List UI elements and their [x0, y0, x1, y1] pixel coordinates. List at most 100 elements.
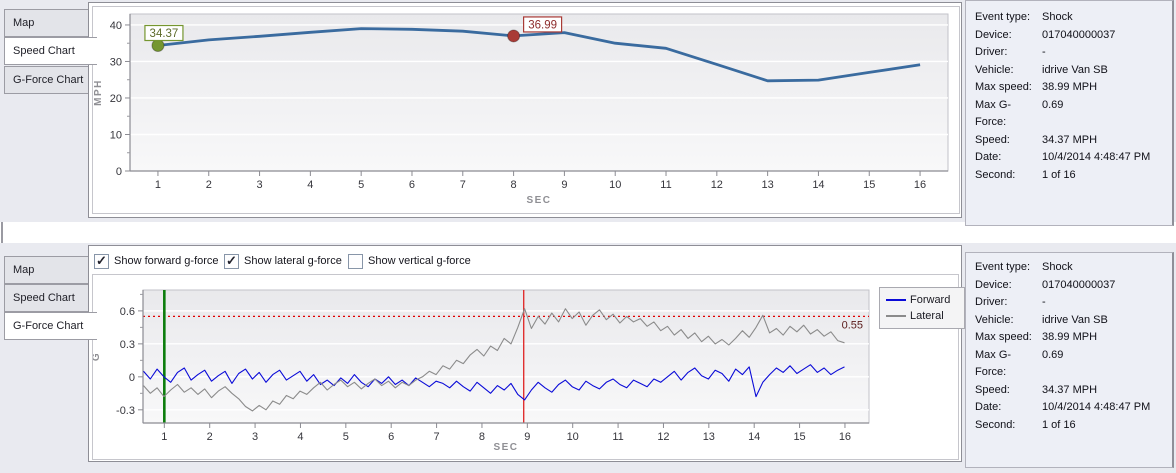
info-row-event-type: Event type: Shock [966, 259, 1172, 277]
y-axis-title: MPH [93, 79, 104, 106]
tab-gforce-chart-top[interactable]: G-Force Chart [4, 66, 90, 94]
legend-entry-forward: Forward [886, 292, 958, 308]
gforce-chart-svg[interactable]: 0.55-0.300.30.61 2 3 4 5 6 7 8 9 10 11 12 13 14 15 16SE… [91, 275, 956, 457]
svg-text:16: 16 [839, 431, 851, 443]
info-label: Date: [975, 151, 1002, 163]
info-label: Event type: [975, 11, 1031, 23]
svg-text:1: 1 [161, 431, 167, 443]
info-row-driver: Driver: - [966, 44, 1172, 62]
info-value: idrive Van SB [1042, 63, 1108, 76]
info-label: Device: [975, 28, 1012, 41]
speed-series-line [157, 27, 921, 83]
info-value: 10/4/2014 4:48:47 PM [1042, 401, 1151, 413]
svg-text:10: 10 [567, 431, 579, 443]
info-row-second: Second: 1 of 16 [966, 417, 1172, 435]
selected-second-marker[interactable] [151, 39, 165, 53]
info-label: Max speed: [975, 331, 1032, 343]
tab-map-top[interactable]: Map [4, 9, 90, 37]
lateral-line-swatch [886, 315, 906, 317]
info-value: 38.99 MPH [1042, 331, 1098, 343]
legend-entry-lateral: Lateral [886, 308, 958, 324]
selected-second-marker-label: 34.37 [150, 28, 179, 40]
svg-text:11: 11 [612, 431, 623, 443]
tab-speed-chart-top[interactable]: Speed Chart [4, 37, 97, 65]
svg-text:14: 14 [812, 179, 824, 191]
info-row-max-speed: Max speed: 38.99 MPH [966, 79, 1172, 97]
svg-text:0.6: 0.6 [120, 306, 135, 318]
info-label: Max G-Force: [975, 348, 1012, 379]
svg-text:9: 9 [524, 431, 530, 443]
event-info-panel-top: Event type: Shock Device: 017040000037 Dri… [965, 0, 1174, 226]
svg-text:40: 40 [110, 20, 122, 32]
checkbox-label-forward[interactable]: Show forward g-force [114, 255, 219, 267]
info-row-vehicle: Vehicle: idrive Van SB [966, 62, 1172, 80]
info-label: Speed: [975, 383, 1010, 396]
info-row-speed: Speed: 34.37 MPH [966, 132, 1172, 150]
svg-text:5: 5 [358, 179, 364, 191]
info-row-device: Device: 017040000037 [966, 27, 1172, 45]
info-value: - [1042, 46, 1046, 58]
x-axis-title: SEC [526, 195, 551, 206]
svg-text:8: 8 [479, 431, 485, 443]
svg-text:20: 20 [110, 93, 122, 105]
tab-speed-chart-bottom[interactable]: Speed Chart [4, 284, 90, 312]
info-label: Max speed: [975, 81, 1032, 93]
chart-legend: Forward Lateral [879, 287, 965, 329]
svg-text:15: 15 [863, 179, 875, 191]
gforce-chart-box: 0.55 -0.3 0 0.3 0.6 1 2 3 4 5 6 7 8 9 10 11 12 13 14 15 16 SE… [91, 274, 959, 460]
info-row-event-type: Event type: Shock [966, 9, 1172, 27]
event-info-panel-bottom: Event type: Shock Device: 017040000037 Dri… [965, 252, 1174, 468]
svg-text:4: 4 [297, 431, 303, 443]
checkbox-item-lateral: ✓ Show lateral g-force [224, 253, 342, 269]
info-value: 10/4/2014 4:48:47 PM [1042, 151, 1151, 163]
svg-text:1: 1 [155, 179, 161, 191]
svg-text:12: 12 [657, 431, 669, 443]
info-value: 0.69 [1042, 98, 1064, 111]
svg-text:6: 6 [409, 179, 415, 191]
info-row-date: Date: 10/4/2014 4:48:47 PM [966, 399, 1172, 417]
gforce-chart-section: Map Speed Chart G-Force Chart ✓ Show for… [0, 243, 1176, 473]
checkbox-label-lateral[interactable]: Show lateral g-force [244, 255, 342, 267]
legend-label: Lateral [910, 310, 944, 322]
svg-text:3: 3 [256, 179, 262, 191]
info-value: 38.99 MPH [1042, 81, 1098, 93]
checkbox-show-forward-gforce[interactable]: ✓ [94, 253, 109, 269]
info-label: Max G-Force: [975, 98, 1012, 129]
tab-gforce-chart-bottom[interactable]: G-Force Chart [4, 312, 97, 340]
forward-line-swatch [886, 299, 906, 301]
svg-text:30: 30 [110, 56, 122, 68]
info-label: Speed: [975, 133, 1010, 146]
info-row-vehicle: Vehicle: idrive Van SB [966, 312, 1172, 330]
tab-map-bottom[interactable]: Map [4, 256, 90, 284]
info-label: Vehicle: [975, 313, 1014, 326]
shock-second-marker-label: 36.99 [528, 19, 557, 31]
svg-text:-0.3: -0.3 [116, 405, 135, 417]
info-value: 34.37 MPH [1042, 383, 1098, 396]
gforce-chart-panel: ✓ Show forward g-force ✓ Show lateral g-… [88, 245, 965, 462]
shock-second-marker[interactable] [507, 29, 521, 43]
window-left-edge [1, 0, 3, 473]
info-value: 0.69 [1042, 348, 1064, 361]
checkbox-show-vertical-gforce[interactable] [348, 253, 363, 269]
svg-text:15: 15 [793, 431, 805, 443]
svg-text:10: 10 [110, 129, 122, 141]
svg-text:11: 11 [660, 179, 671, 191]
svg-text:5: 5 [343, 431, 349, 443]
info-label: Driver: [975, 46, 1008, 58]
svg-text:7: 7 [460, 179, 466, 191]
speed-chart-panel: 0 10 20 30 40 1 2 3 4 5 6 7 8 9 10 11 12 13 14 15 16 SEC MPH 34… [88, 2, 962, 218]
speed-chart-section: Map Speed Chart G-Force Chart 0 10 20 30 40 1… [0, 0, 1176, 226]
checkbox-label-vertical[interactable]: Show vertical g-force [368, 255, 471, 267]
threshold-label: 0.55 [842, 319, 863, 331]
info-row-max-gforce: Max G-Force: 0.69 [966, 347, 1172, 382]
info-label: Event type: [975, 261, 1031, 273]
info-value: 017040000037 [1042, 28, 1116, 41]
svg-text:8: 8 [511, 179, 517, 191]
svg-text:10: 10 [609, 179, 621, 191]
info-row-driver: Driver: - [966, 294, 1172, 312]
info-value: Shock [1042, 261, 1073, 273]
checkbox-show-lateral-gforce[interactable]: ✓ [224, 253, 239, 269]
svg-text:0: 0 [129, 372, 135, 384]
svg-text:4: 4 [307, 179, 313, 191]
